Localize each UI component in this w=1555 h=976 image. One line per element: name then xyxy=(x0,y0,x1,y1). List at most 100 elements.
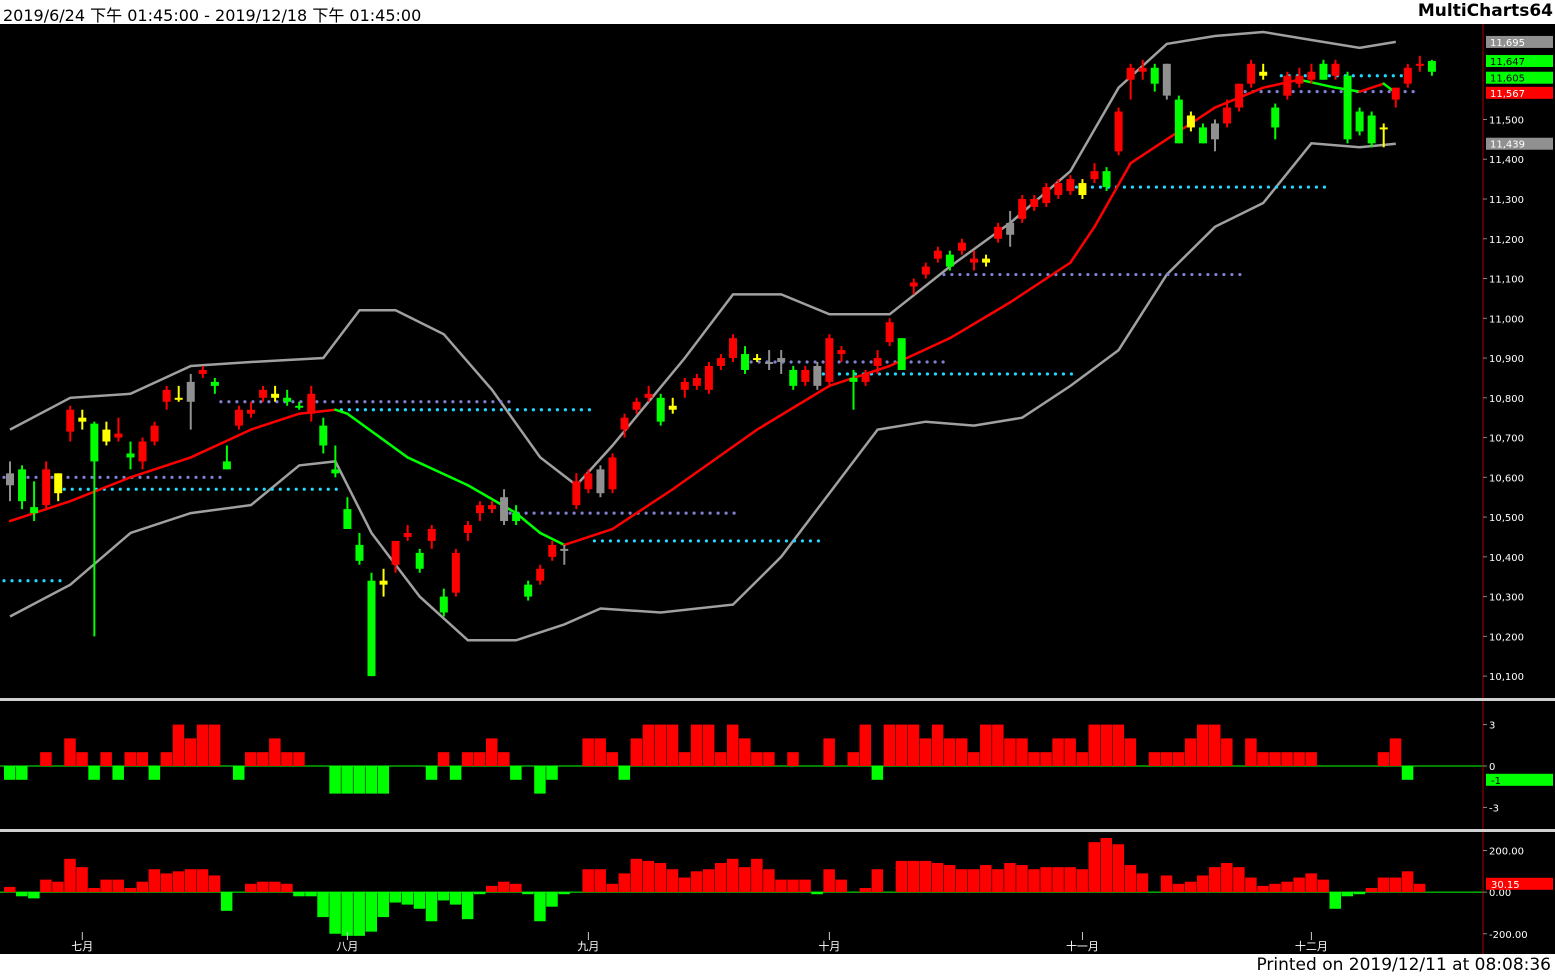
resistance-dot xyxy=(411,400,415,404)
positive-bar xyxy=(1028,869,1040,893)
indicator-value-tag xyxy=(1486,877,1553,890)
resistance-dot xyxy=(1275,90,1279,94)
support-dot xyxy=(624,539,629,543)
support-dot xyxy=(853,372,858,376)
resistance-dot xyxy=(1094,272,1098,277)
positive-bar xyxy=(1004,862,1016,893)
positive-bar xyxy=(1076,752,1088,766)
support-dot xyxy=(600,539,605,543)
resistance-dot xyxy=(1238,272,1242,277)
resistance-dot xyxy=(1142,272,1146,277)
candle-body xyxy=(1235,83,1244,108)
indicator-panel-1[interactable] xyxy=(0,724,1483,794)
positive-bar xyxy=(269,881,281,893)
positive-bar xyxy=(1064,867,1076,893)
candle-body xyxy=(644,393,653,398)
support-dot xyxy=(459,408,463,412)
positive-bar xyxy=(4,886,16,893)
resistance-dot xyxy=(1190,272,1194,277)
y-tick-label: 11,000 xyxy=(1489,314,1524,325)
positive-bar xyxy=(100,752,112,766)
positive-bar xyxy=(919,860,932,893)
candle-body xyxy=(765,362,774,365)
positive-bar xyxy=(1016,738,1028,766)
candle-body xyxy=(1138,67,1147,72)
candle-body xyxy=(138,441,147,462)
support-dot xyxy=(515,408,520,412)
positive-bar xyxy=(160,873,173,893)
positive-bar xyxy=(775,879,787,893)
moving-average-segment xyxy=(189,428,253,459)
candle-body xyxy=(1307,71,1316,80)
resistance-dot xyxy=(483,400,487,404)
negative-bar xyxy=(377,892,390,918)
resistance-dot xyxy=(1102,272,1106,277)
moving-average-segment xyxy=(129,456,192,479)
price-panel[interactable] xyxy=(2,30,1436,677)
negative-bar xyxy=(425,892,438,922)
positive-bar xyxy=(1088,724,1100,766)
panel-separator xyxy=(0,829,1555,832)
positive-bar xyxy=(245,752,257,766)
support-dot xyxy=(539,408,544,412)
positive-bar xyxy=(64,858,76,893)
positive-bar xyxy=(88,887,100,893)
candle-body xyxy=(945,254,954,267)
y-tick-label: -200.00 xyxy=(1489,930,1528,941)
resistance-dot xyxy=(652,511,656,515)
positive-bar xyxy=(582,738,594,766)
positive-bar xyxy=(437,752,450,766)
support-dot xyxy=(10,579,14,583)
negative-bar xyxy=(618,766,631,780)
candle-body xyxy=(1343,75,1352,140)
resistance-dot xyxy=(974,272,978,277)
support-dot xyxy=(1162,185,1167,189)
support-dot xyxy=(523,408,528,412)
negative-bar xyxy=(811,892,823,895)
support-dot xyxy=(1005,372,1010,376)
moving-average-segment xyxy=(406,456,470,487)
positive-bar xyxy=(642,724,655,766)
positive-bar xyxy=(136,752,149,766)
negative-bar xyxy=(534,892,546,922)
support-dot xyxy=(592,539,597,543)
candle-body xyxy=(174,397,183,400)
negative-bar xyxy=(413,892,426,909)
y-tick-label: 11,100 xyxy=(1489,275,1524,286)
positive-bar xyxy=(160,752,173,766)
negative-bar xyxy=(558,892,570,895)
positive-bar xyxy=(76,752,88,766)
candle-body xyxy=(512,513,521,522)
candle-body xyxy=(909,282,918,287)
moving-average-segment xyxy=(538,531,566,547)
chart-canvas[interactable]: 11,500 11,400 11,300 11,200 11,100 11,000 10,9… xyxy=(0,24,1555,954)
positive-bar xyxy=(1293,752,1305,766)
resistance-dot xyxy=(620,511,624,515)
candle-body xyxy=(259,389,268,398)
positive-bar xyxy=(955,869,968,893)
y-tick-label: 10,100 xyxy=(1489,672,1524,683)
positive-bar xyxy=(799,879,811,893)
resistance-dot xyxy=(363,400,367,404)
resistance-dot xyxy=(508,511,512,515)
support-dot xyxy=(427,408,431,412)
resistance-dot xyxy=(235,400,239,404)
positive-bar xyxy=(727,724,739,766)
indicator-panel-2[interactable] xyxy=(0,838,1483,936)
y-tick-label: 10,800 xyxy=(1489,394,1524,405)
positive-bar xyxy=(931,862,944,893)
resistance-dot xyxy=(355,400,359,404)
candle-body xyxy=(608,457,617,490)
resistance-dot xyxy=(74,475,78,479)
moving-average-segment xyxy=(1093,161,1132,229)
resistance-dot xyxy=(700,511,704,515)
support-dot xyxy=(1383,74,1387,78)
resistance-dot xyxy=(1206,272,1210,277)
candle-body xyxy=(1223,107,1232,124)
positive-bar xyxy=(1245,877,1257,893)
negative-bar xyxy=(365,892,377,932)
support-dot xyxy=(134,487,138,491)
support-dot xyxy=(142,487,146,491)
resistance-dot xyxy=(917,360,921,364)
positive-bar xyxy=(1160,752,1173,766)
